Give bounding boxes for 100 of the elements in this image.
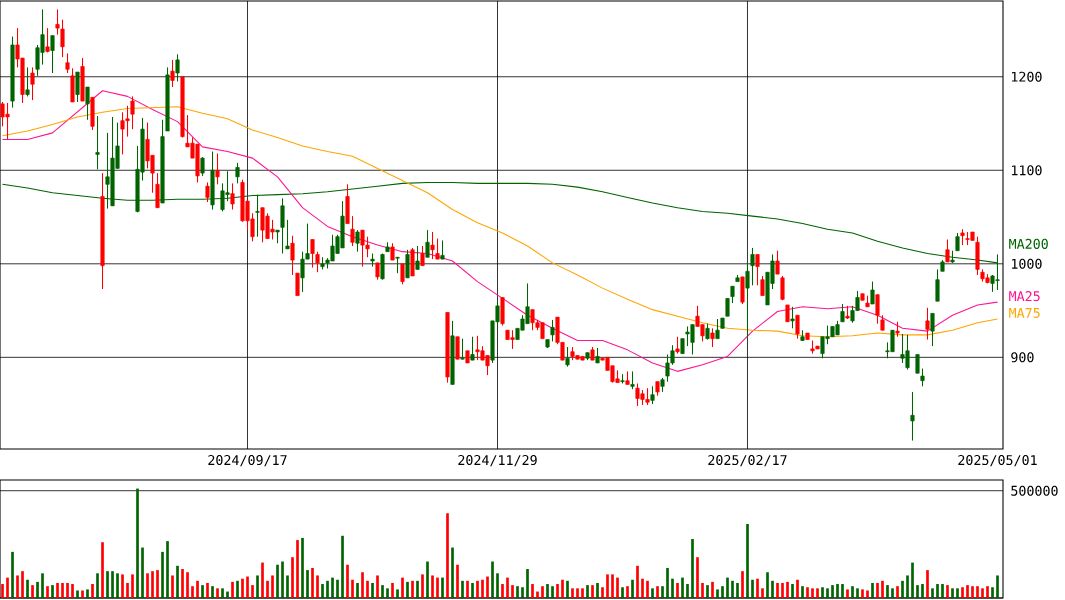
candlestick (25, 66, 30, 97)
bar (916, 585, 919, 598)
bar (166, 541, 169, 598)
bar (371, 582, 374, 598)
bar (671, 578, 674, 598)
candlestick (440, 239, 445, 260)
bar (606, 574, 609, 598)
bar (896, 586, 899, 598)
bar (616, 577, 619, 598)
candlestick (715, 318, 720, 340)
bar (326, 580, 329, 598)
candlestick (755, 253, 760, 286)
bar (361, 572, 364, 598)
bar (311, 567, 314, 598)
candlestick (235, 162, 240, 184)
bar (856, 588, 859, 598)
bar (646, 580, 649, 598)
bar (716, 589, 719, 598)
series-label: MA200 (1009, 238, 1048, 249)
bar (441, 577, 444, 598)
candlestick (400, 263, 405, 285)
bar (391, 582, 394, 598)
bar (761, 588, 764, 598)
bar (11, 551, 14, 598)
bar (971, 586, 974, 598)
bar (866, 590, 869, 598)
bar (956, 588, 959, 598)
candlestick (205, 181, 210, 203)
bar (76, 590, 79, 598)
bar (591, 585, 594, 598)
y-tick-label: 1200 (1011, 71, 1042, 82)
bar (426, 561, 429, 598)
candlestick (745, 261, 750, 341)
x-tick-label: 2025/05/01 (958, 455, 1037, 467)
bar (116, 573, 119, 598)
bar (776, 582, 779, 598)
bar (841, 584, 844, 598)
candlestick (130, 95, 135, 130)
bar (321, 584, 324, 598)
bar (196, 580, 199, 598)
candlestick (355, 229, 360, 253)
bar (91, 584, 94, 598)
candlestick (870, 281, 875, 305)
bar (41, 573, 44, 598)
bar (411, 580, 414, 598)
x-tick-label: 2024/11/29 (458, 455, 537, 467)
candlestick (565, 346, 570, 368)
bar (786, 581, 789, 598)
bar (891, 588, 894, 598)
candlestick (30, 66, 35, 101)
bar (281, 561, 284, 598)
bar (331, 577, 334, 598)
bar (546, 584, 549, 598)
candlestick (280, 197, 285, 255)
bar (711, 581, 714, 598)
bar (976, 586, 979, 598)
bar (861, 589, 864, 598)
bar (241, 578, 244, 598)
candlestick (175, 53, 180, 82)
bar (456, 564, 459, 598)
bar (276, 564, 279, 598)
bar (106, 571, 109, 598)
bar (376, 575, 379, 598)
bar (696, 557, 699, 598)
candlestick (945, 238, 950, 263)
bar (996, 575, 999, 598)
bar (386, 588, 389, 598)
bar (701, 582, 704, 598)
candlestick (935, 268, 940, 302)
bar (551, 586, 554, 598)
candlestick (85, 86, 90, 121)
bar (66, 582, 69, 598)
bar (341, 535, 344, 598)
bar (796, 579, 799, 598)
bar (901, 580, 904, 598)
series-label: MA75 (1009, 308, 1040, 318)
bar (451, 547, 454, 598)
bar (56, 582, 59, 598)
bar (526, 569, 529, 598)
bar (821, 587, 824, 598)
bar (226, 591, 229, 598)
bar (781, 582, 784, 598)
bar (121, 574, 124, 598)
bar (1, 584, 4, 598)
bar (136, 488, 139, 598)
candlestick (95, 115, 100, 170)
bar (231, 581, 234, 598)
bar (521, 587, 524, 598)
bar (736, 582, 739, 598)
bar (686, 584, 689, 598)
candlestick (790, 306, 795, 329)
candlestick (420, 245, 425, 267)
bar (51, 585, 54, 598)
candlestick (750, 247, 755, 286)
candlestick (470, 336, 475, 361)
y-tick-label: 1100 (1011, 165, 1042, 176)
bar (291, 557, 294, 598)
bar (836, 584, 839, 598)
bar (486, 576, 489, 598)
candlestick (930, 312, 935, 347)
